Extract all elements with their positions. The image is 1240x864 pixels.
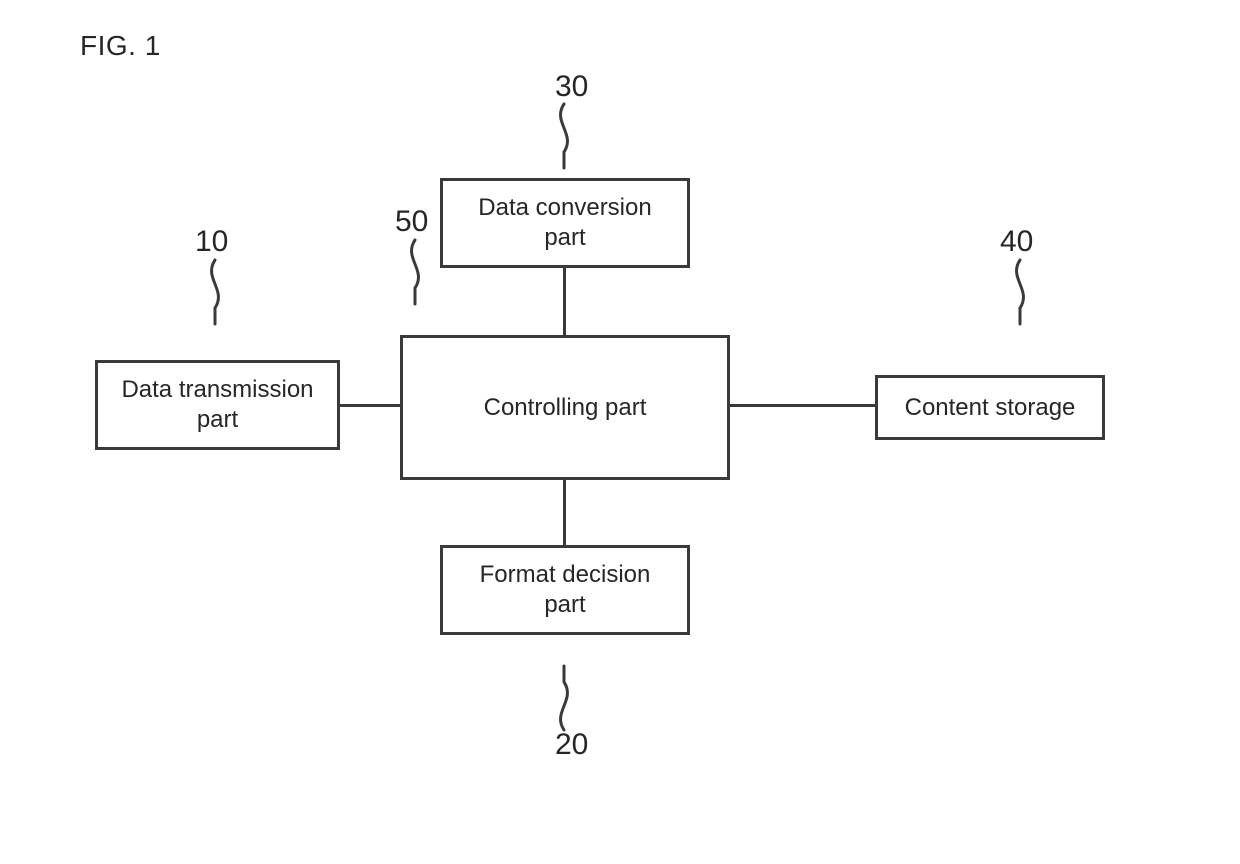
ref-40: 40 <box>1000 225 1033 259</box>
ref-50: 50 <box>395 205 428 239</box>
node-format-decision-part-label: Format decisionpart <box>480 560 651 620</box>
node-content-storage-label: Content storage <box>905 393 1076 423</box>
connector-bottom <box>563 480 566 545</box>
node-data-conversion-part: Data conversionpart <box>440 178 690 268</box>
lead-line-50 <box>403 240 427 310</box>
node-controlling-part: Controlling part <box>400 335 730 480</box>
node-data-conversion-part-label: Data conversionpart <box>478 193 651 253</box>
node-controlling-part-label: Controlling part <box>484 393 647 423</box>
lead-line-40 <box>1008 260 1032 330</box>
node-data-transmission-part-label: Data transmissionpart <box>121 375 313 435</box>
lead-line-20 <box>552 666 576 736</box>
figure-label: FIG. 1 <box>80 30 161 62</box>
node-content-storage: Content storage <box>875 375 1105 440</box>
diagram-stage: FIG. 1 Controlling part 50 Data transmis… <box>0 0 1240 864</box>
node-data-transmission-part: Data transmissionpart <box>95 360 340 450</box>
lead-line-10 <box>203 260 227 330</box>
node-format-decision-part: Format decisionpart <box>440 545 690 635</box>
connector-left <box>340 404 400 407</box>
lead-line-30 <box>552 104 576 174</box>
connector-top <box>563 268 566 335</box>
ref-10: 10 <box>195 225 228 259</box>
ref-30: 30 <box>555 70 588 104</box>
connector-right <box>730 404 875 407</box>
